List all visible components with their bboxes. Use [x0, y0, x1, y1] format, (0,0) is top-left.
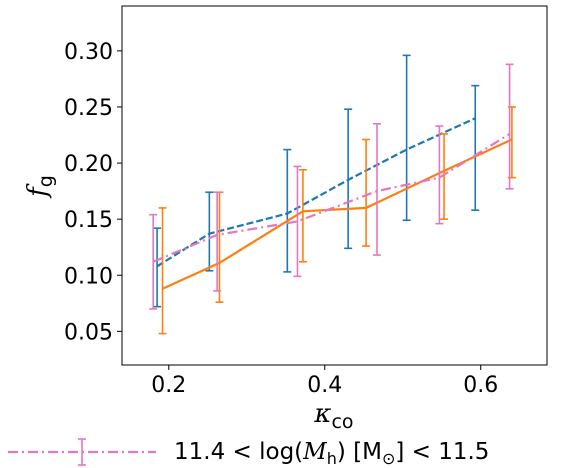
series-line — [162, 138, 513, 290]
y-axis-label: fg — [23, 175, 57, 199]
x-tick-label: 0.6 — [463, 373, 498, 398]
legend-handle — [8, 438, 156, 466]
series-1 — [153, 54, 480, 308]
legend-entry-label: 11.4 < log(Mh) [M⊙] < 11.5 — [174, 439, 489, 468]
legend: 11.4 < log(Mh) [M⊙] < 11.5 — [8, 438, 489, 468]
series-layer — [149, 54, 516, 335]
x-tick-label: 0.4 — [307, 373, 342, 398]
plot-frame — [121, 5, 548, 366]
y-tick-label: 0.30 — [64, 40, 113, 65]
y-tick-label: 0.20 — [64, 152, 113, 177]
y-tick-label: 0.10 — [64, 264, 113, 289]
x-axis-label: κco — [313, 399, 353, 433]
x-tick-label: 0.2 — [151, 373, 186, 398]
series-line — [156, 117, 476, 268]
y-axis: 0.05 0.10 0.15 0.20 0.25 0.30 — [64, 40, 122, 345]
y-tick-label: 0.05 — [64, 320, 113, 345]
y-tick-label: 0.15 — [64, 208, 113, 233]
plot-area — [122, 6, 547, 365]
series-3 — [149, 63, 514, 310]
x-axis: 0.2 0.4 0.6 — [151, 365, 498, 398]
y-tick-label: 0.25 — [64, 96, 113, 121]
